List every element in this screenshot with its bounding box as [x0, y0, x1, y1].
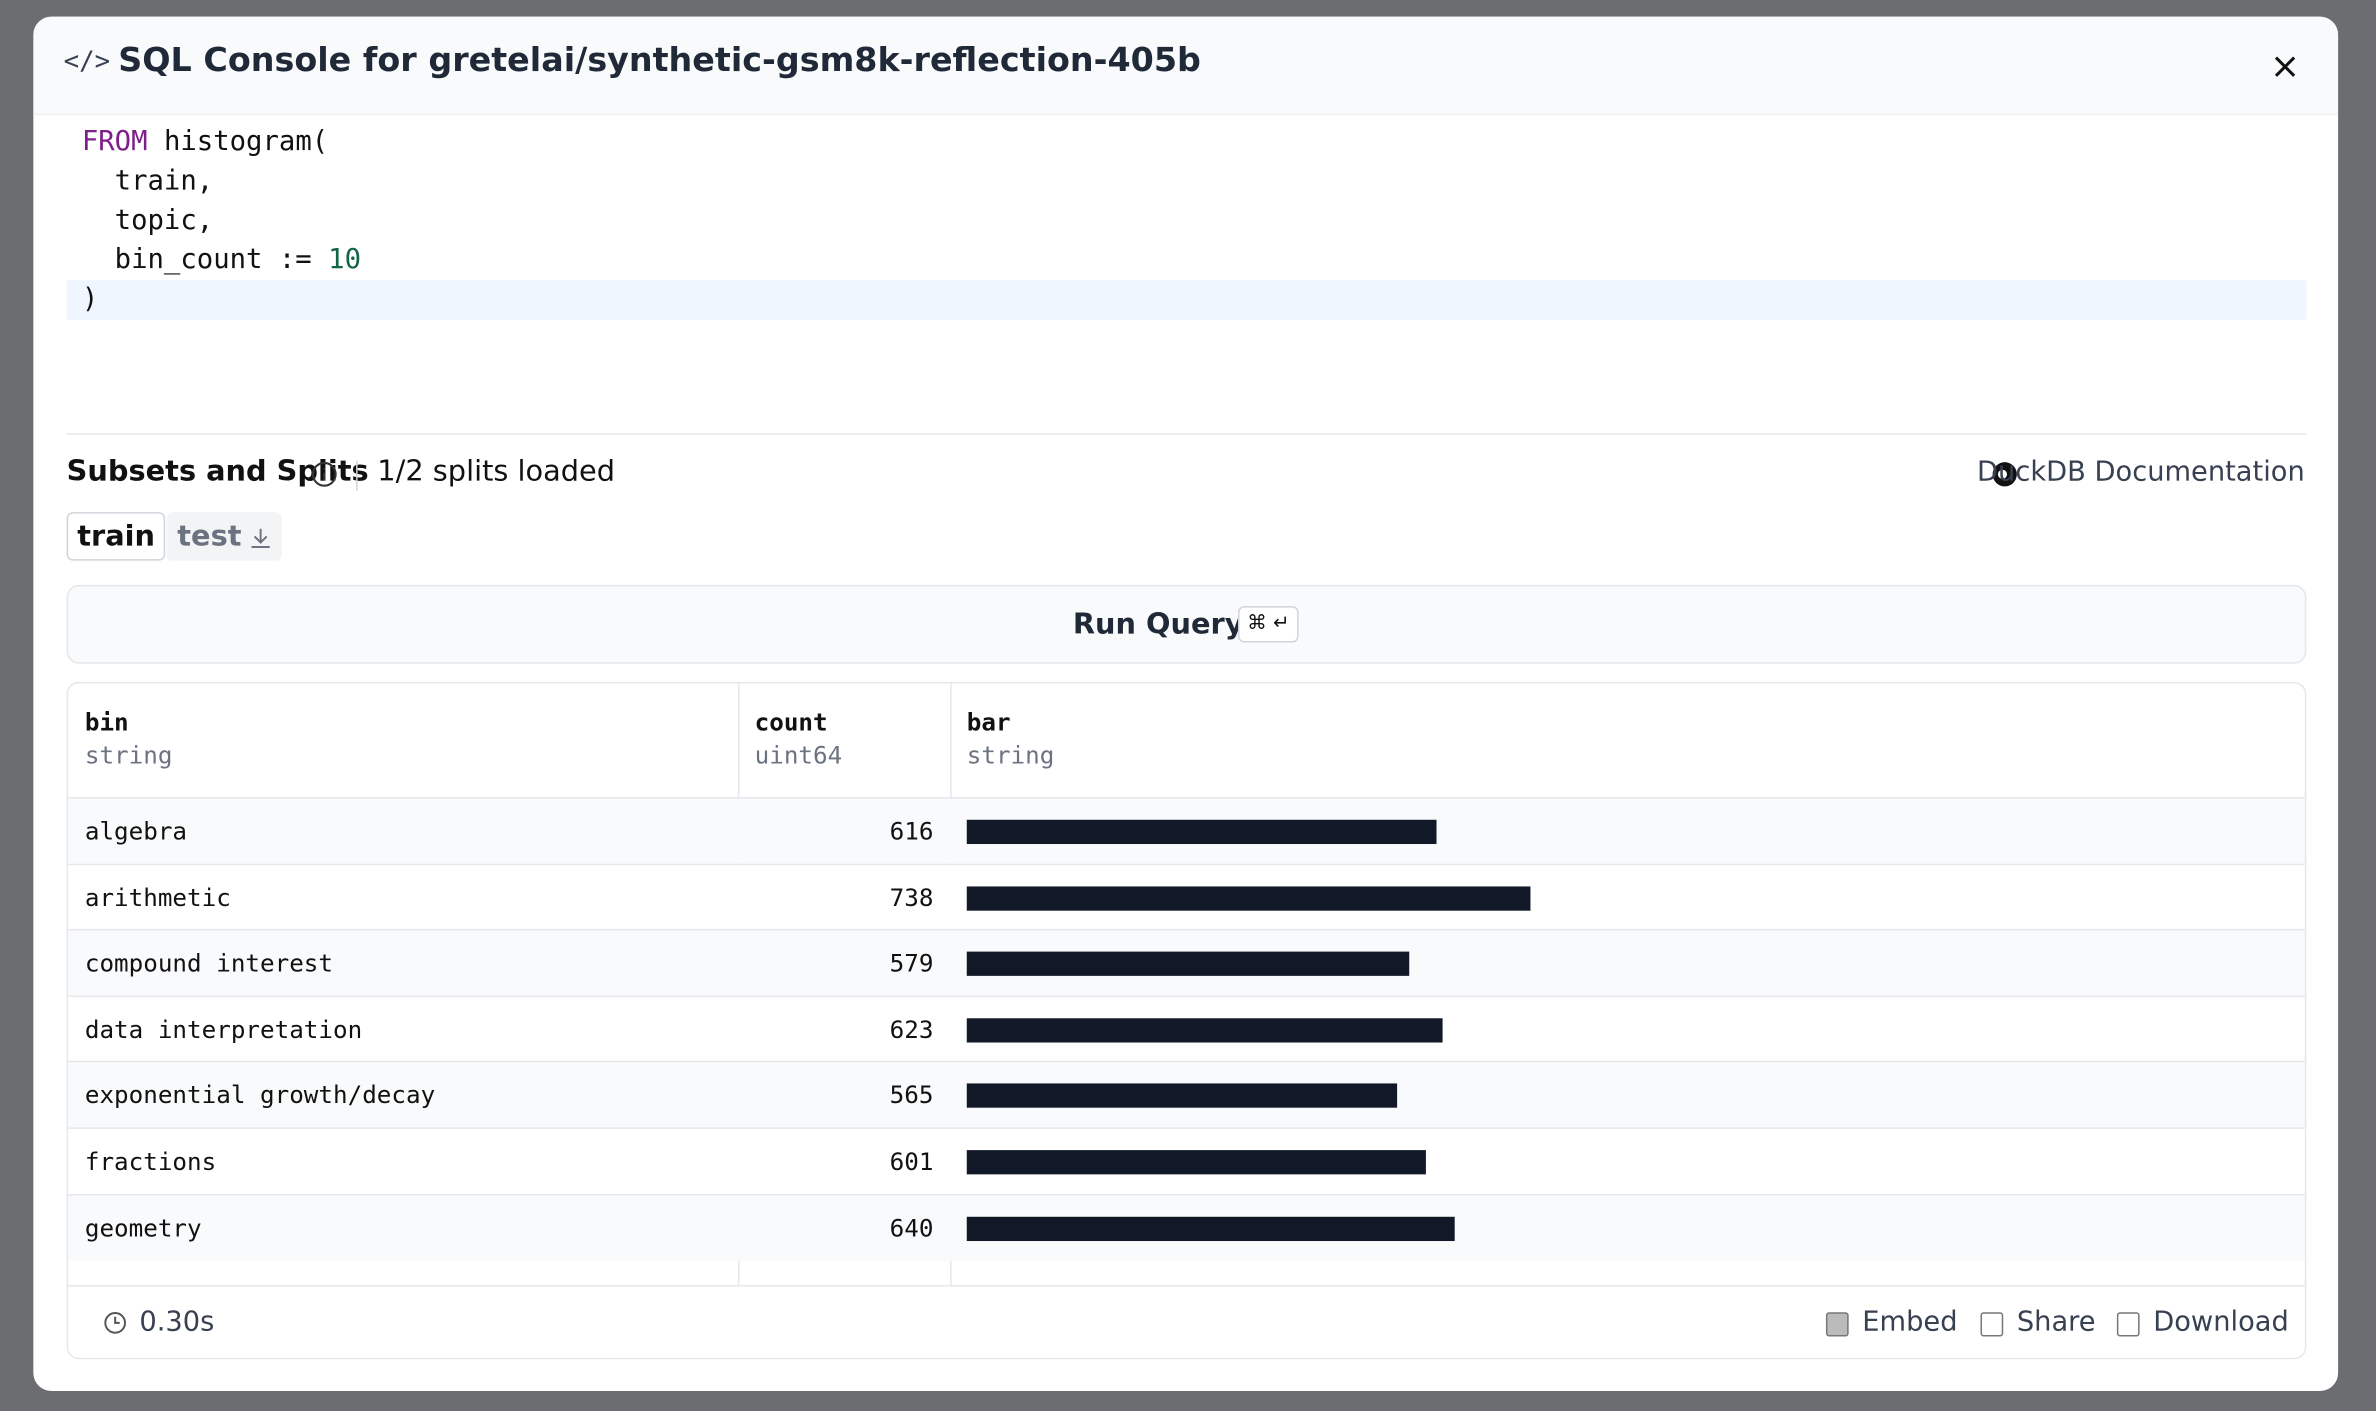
column-type: string — [84, 740, 173, 770]
action-icon — [1980, 1312, 2004, 1337]
bar — [966, 951, 1409, 977]
subsets-label: Subsets and Splits — [66, 454, 369, 488]
close-button[interactable] — [2273, 55, 2297, 79]
split-tab[interactable]: train — [66, 512, 166, 561]
cell-count: 601 — [889, 1147, 934, 1176]
column-name: bar — [966, 707, 1011, 737]
cell-bin: data interpretation — [84, 1014, 363, 1044]
run-button[interactable]: Run Query ⌘ ↵ — [66, 584, 2307, 664]
download-icon — [252, 528, 271, 549]
cell-bin: compound interest — [84, 948, 334, 978]
clock-icon — [104, 1312, 126, 1334]
code-token: histogram( — [147, 125, 329, 158]
code-line: bin_count := 10 — [82, 241, 361, 280]
cell-count: 579 — [889, 948, 934, 978]
cell-count: 640 — [889, 1213, 934, 1242]
footer-action[interactable]: Download — [2153, 1306, 2289, 1339]
bar — [966, 885, 1530, 911]
dialog-header: </> SQL Console for gretelai/synthetic-g… — [33, 16, 2339, 116]
table-footer: 0.30s Embed Share Download — [68, 1284, 2305, 1358]
docs-link[interactable]: DuckDB Documentation — [1977, 456, 2305, 488]
cell-bin: exponential growth/decay — [84, 1081, 436, 1110]
footer-action[interactable]: Embed — [1862, 1306, 1958, 1339]
code-line: topic, — [81, 202, 214, 241]
action-icon — [2116, 1312, 2140, 1337]
cell-count: 565 — [889, 1081, 934, 1110]
cell-count: 738 — [889, 882, 934, 912]
cell-count: 616 — [889, 816, 934, 846]
separator — [356, 460, 358, 491]
active-line — [66, 280, 2307, 320]
code-token: train, — [81, 165, 214, 197]
shortcut: ⌘ ↵ — [1238, 606, 1299, 643]
table-body: bin string count uint64 bar string algebra 616 a… — [68, 683, 2305, 1358]
results-table: bin string count uint64 bar string algebra 616 a… — [66, 681, 2307, 1360]
split-tab[interactable]: test — [166, 512, 283, 561]
bar — [966, 1216, 1456, 1241]
bar — [966, 819, 1437, 845]
bar — [966, 1017, 1443, 1043]
table-row: fractions 601 — [68, 1127, 2305, 1195]
bar — [966, 1150, 1426, 1175]
table-row: exponential growth/decay 565 — [68, 1061, 2305, 1128]
cell-count: 623 — [889, 1014, 934, 1044]
table-row: compound interest 579 — [68, 929, 2305, 996]
dialog-title: SQL Console for gretelai/synthetic-gsm8k… — [118, 42, 1201, 81]
code-line: ) — [82, 280, 98, 319]
code-token: 10 — [328, 243, 362, 276]
code-token: FROM — [81, 125, 148, 158]
bar — [966, 1084, 1398, 1109]
cell-bin: fractions — [84, 1147, 217, 1176]
cell-bin: algebra — [84, 816, 188, 846]
column-name: count — [754, 707, 828, 737]
code-line: train, — [81, 162, 214, 201]
table-row: geometry 640 — [68, 1193, 2305, 1261]
table-row: arithmetic 738 — [68, 863, 2305, 930]
divider — [66, 433, 2307, 435]
code-token: topic, — [81, 204, 214, 237]
query-time: 0.30s — [139, 1306, 215, 1339]
run-label: Run Query — [1072, 607, 1244, 641]
action-icon — [1825, 1312, 1849, 1337]
splits-status: 1/2 splits loaded — [377, 454, 616, 488]
duckdb-icon — [1992, 462, 2017, 487]
code-line: FROM histogram( — [82, 123, 328, 162]
column-type: string — [966, 740, 1055, 770]
code-icon: </> — [63, 46, 111, 78]
cell-bin: geometry — [84, 1213, 202, 1242]
code-token: ) — [81, 283, 99, 316]
info-icon[interactable] — [311, 461, 338, 488]
table-row: algebra 616 — [68, 797, 2305, 864]
code-token: bin_count := — [81, 243, 329, 276]
table-row: data interpretation 623 — [68, 995, 2305, 1062]
column-name: bin — [84, 707, 129, 737]
footer-action[interactable]: Share — [2016, 1306, 2096, 1339]
column-type: uint64 — [754, 740, 843, 770]
dialog: </> SQL Console for gretelai/synthetic-g… — [33, 16, 2339, 1392]
cell-bin: arithmetic — [84, 882, 231, 912]
